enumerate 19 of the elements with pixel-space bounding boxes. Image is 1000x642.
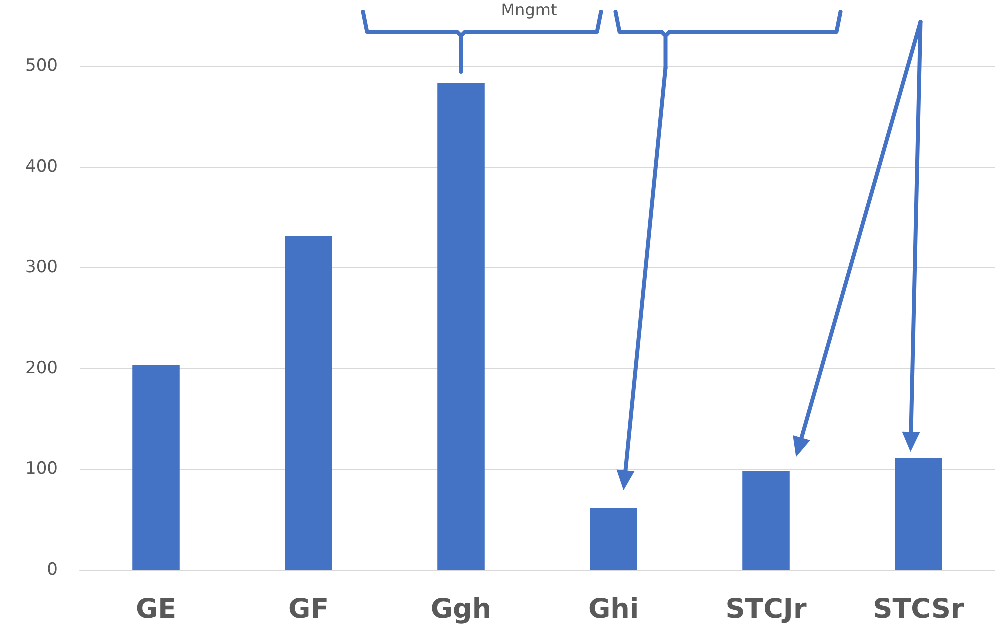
bar bbox=[132, 365, 180, 570]
x-tick-label: STCSr bbox=[873, 594, 965, 625]
x-tick-label: STCJr bbox=[726, 594, 808, 625]
bar bbox=[590, 508, 638, 570]
y-tick-label: 0 bbox=[47, 560, 58, 580]
bar bbox=[438, 83, 485, 570]
x-tick-label: GE bbox=[136, 594, 177, 625]
x-tick-label: GF bbox=[288, 594, 330, 625]
bar bbox=[285, 236, 332, 570]
y-tick-label: 100 bbox=[26, 459, 58, 480]
bar bbox=[895, 458, 942, 570]
x-tick-label: Ghi bbox=[588, 594, 640, 625]
y-tick-label: 300 bbox=[26, 258, 58, 278]
text: Mngmt bbox=[501, 0, 558, 20]
bar bbox=[742, 471, 790, 570]
y-tick-label: 500 bbox=[26, 56, 58, 76]
y-tick-label: 400 bbox=[26, 156, 58, 177]
y-tick-label: 200 bbox=[26, 358, 58, 378]
x-tick-label: Ggh bbox=[430, 594, 492, 625]
